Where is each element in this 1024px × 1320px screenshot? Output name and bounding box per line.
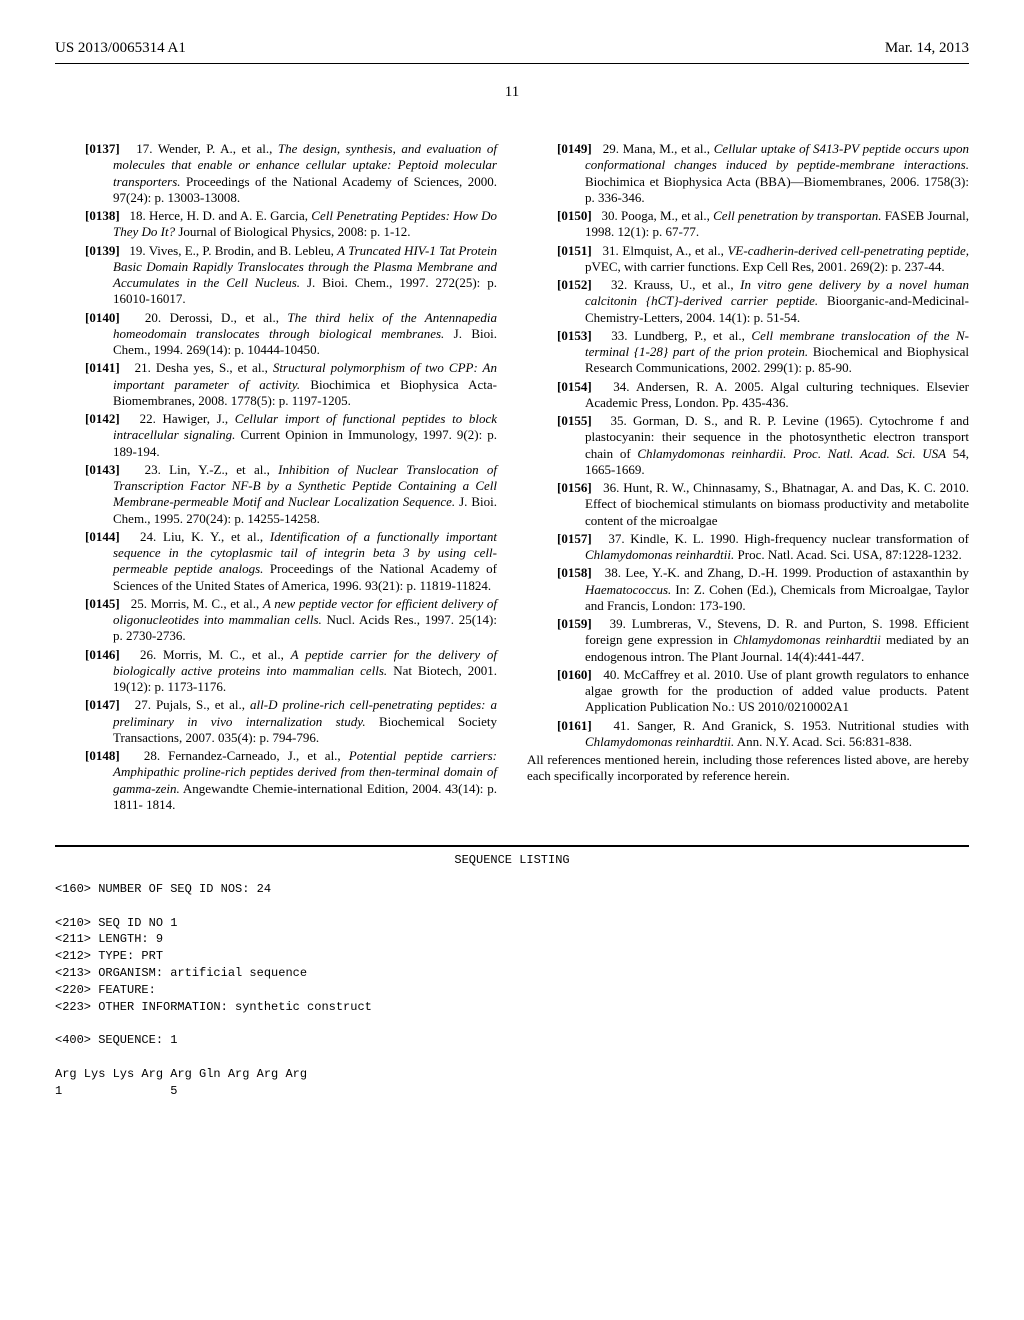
sequence-listing-block: <160> NUMBER OF SEQ ID NOS: 24 <210> SEQ…	[55, 881, 969, 1099]
reference-item: [0151] 31. Elmquist, A., et al., VE-cadh…	[527, 243, 969, 276]
reference-item: [0157] 37. Kindle, K. L. 1990. High-freq…	[527, 531, 969, 564]
reference-item: [0159] 39. Lumbreras, V., Stevens, D. R.…	[527, 616, 969, 665]
reference-item: [0153] 33. Lundberg, P., et al., Cell me…	[527, 328, 969, 377]
reference-item: [0150] 30. Pooga, M., et al., Cell penet…	[527, 208, 969, 241]
reference-item: [0148] 28. Fernandez-Carneado, J., et al…	[55, 748, 497, 813]
reference-item: [0145] 25. Morris, M. C., et al., A new …	[55, 596, 497, 645]
reference-item: [0156] 36. Hunt, R. W., Chinnasamy, S., …	[527, 480, 969, 529]
reference-item: [0144] 24. Liu, K. Y., et al., Identific…	[55, 529, 497, 594]
reference-item: [0147] 27. Pujals, S., et al., all-D pro…	[55, 697, 497, 746]
reference-item: [0139] 19. Vives, E., P. Brodin, and B. …	[55, 243, 497, 308]
reference-item: [0149] 29. Mana, M., et al., Cellular up…	[527, 141, 969, 206]
sequence-listing-section: SEQUENCE LISTING <160> NUMBER OF SEQ ID …	[55, 845, 969, 1099]
reference-item: [0138] 18. Herce, H. D. and A. E. Garcia…	[55, 208, 497, 241]
reference-item: [0146] 26. Morris, M. C., et al., A pept…	[55, 647, 497, 696]
reference-item: [0158] 38. Lee, Y.-K. and Zhang, D.-H. 1…	[527, 565, 969, 614]
reference-item: [0137] 17. Wender, P. A., et al., The de…	[55, 141, 497, 206]
reference-columns: [0137] 17. Wender, P. A., et al., The de…	[55, 141, 969, 815]
sequence-listing-title: SEQUENCE LISTING	[55, 853, 969, 867]
reference-item: [0142] 22. Hawiger, J., Cellular import …	[55, 411, 497, 460]
footer-note: All references mentioned herein, includi…	[527, 752, 969, 785]
reference-item: [0155] 35. Gorman, D. S., and R. P. Levi…	[527, 413, 969, 478]
reference-item: [0152] 32. Krauss, U., et al., In vitro …	[527, 277, 969, 326]
reference-item: [0161] 41. Sanger, R. And Granick, S. 19…	[527, 718, 969, 751]
reference-item: [0154] 34. Andersen, R. A. 2005. Algal c…	[527, 379, 969, 412]
publication-date: Mar. 14, 2013	[885, 40, 969, 57]
reference-item: [0143] 23. Lin, Y.-Z., et al., Inhibitio…	[55, 462, 497, 527]
patent-number: US 2013/0065314 A1	[55, 40, 186, 57]
reference-item: [0140] 20. Derossi, D., et al., The thir…	[55, 310, 497, 359]
page-number: 11	[55, 84, 969, 101]
header-rule	[55, 63, 969, 64]
right-column: [0149] 29. Mana, M., et al., Cellular up…	[527, 141, 969, 815]
sequence-rule	[55, 845, 969, 847]
left-column: [0137] 17. Wender, P. A., et al., The de…	[55, 141, 497, 815]
reference-item: [0160] 40. McCaffrey et al. 2010. Use of…	[527, 667, 969, 716]
reference-item: [0141] 21. Desha yes, S., et al., Struct…	[55, 360, 497, 409]
